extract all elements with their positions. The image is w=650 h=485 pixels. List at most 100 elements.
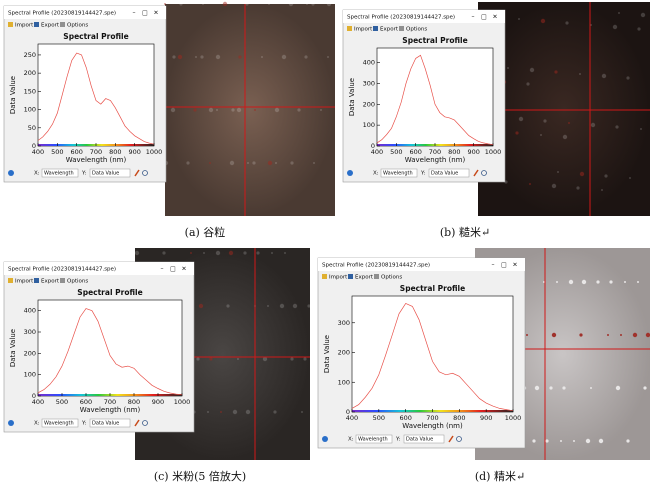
help-icon[interactable] (347, 170, 353, 176)
pen-icon[interactable] (473, 169, 479, 177)
x-tick-label: 400 (32, 148, 44, 156)
y-tick-label: 0 (32, 142, 36, 150)
x-tick-label: 400 (371, 148, 383, 156)
texture-speck (626, 439, 630, 443)
spectrum-line (351, 302, 514, 412)
x-selector[interactable] (380, 168, 418, 178)
x-selector[interactable] (41, 418, 79, 428)
y-selector-label: Y: (81, 421, 87, 427)
toolbar-icon (60, 278, 65, 283)
plot-area (37, 43, 155, 147)
chart-title: Spectral Profile (77, 288, 142, 297)
toolbar-button[interactable]: Import (15, 279, 34, 285)
toolbar-button[interactable]: Options (406, 27, 427, 33)
toolbar-button[interactable]: Import (15, 23, 34, 29)
texture-speck (532, 439, 536, 443)
toolbar-button[interactable]: Options (67, 23, 88, 29)
y-tick-label: 0 (32, 392, 36, 400)
toolbar-button[interactable]: Export (41, 279, 60, 285)
toolbar-button[interactable]: Import (354, 27, 373, 33)
texture-speck (620, 334, 622, 336)
texture-speck (327, 56, 329, 58)
x-tick-label: 600 (409, 148, 421, 156)
texture-speck (288, 1, 294, 7)
toolbar-button[interactable]: Export (41, 23, 60, 29)
texture-speck (216, 109, 218, 111)
toolbar-icon (60, 22, 65, 27)
y-selector[interactable] (428, 168, 470, 178)
window-button[interactable]: – (133, 10, 136, 17)
y-selector[interactable] (89, 168, 131, 178)
window-button[interactable]: – (161, 266, 164, 273)
window-button[interactable]: ✕ (181, 266, 186, 273)
chart-title: Spectral Profile (402, 36, 467, 45)
help-icon[interactable] (322, 436, 328, 442)
x-tick-label: 1000 (146, 148, 163, 156)
refresh-icon[interactable] (142, 420, 148, 426)
toolbar-button[interactable]: Import (329, 275, 348, 281)
texture-speck (551, 183, 557, 189)
texture-speck (193, 108, 197, 112)
y-selector[interactable] (403, 434, 445, 444)
texture-speck (590, 387, 592, 389)
y-axis-label: Data Value (9, 76, 17, 114)
x-selector[interactable] (355, 434, 393, 444)
texture-speck (640, 128, 642, 130)
help-icon[interactable] (8, 420, 14, 426)
texture-speck (237, 358, 239, 360)
x-tick-label: 500 (373, 414, 385, 422)
texture-speck (245, 409, 251, 415)
window-button[interactable]: – (492, 262, 495, 269)
pen-icon[interactable] (448, 435, 454, 443)
refresh-icon[interactable] (142, 170, 148, 176)
x-tick-label: 500 (390, 148, 402, 156)
y-tick-label: 100 (363, 121, 375, 129)
texture-speck (568, 122, 570, 124)
refresh-icon[interactable] (456, 436, 462, 442)
toolbar-button[interactable]: Export (355, 275, 374, 281)
texture-speck (215, 54, 221, 60)
y-selector-value: Data Value (431, 171, 458, 177)
refresh-icon[interactable] (481, 170, 487, 176)
window-button[interactable]: □ (142, 10, 148, 17)
pen-icon[interactable] (134, 169, 140, 177)
window-title: Spectral Profile (20230819144427.spe) (8, 11, 116, 17)
texture-speck (529, 183, 531, 185)
window-button[interactable]: – (472, 14, 475, 21)
y-selector[interactable] (89, 418, 131, 428)
texture-speck (565, 21, 569, 25)
help-icon[interactable] (8, 170, 14, 176)
window-button[interactable]: □ (170, 266, 176, 273)
texture-speck (540, 18, 546, 24)
y-tick-label: 400 (363, 59, 375, 67)
toolbar-button[interactable]: Options (67, 279, 88, 285)
texture-speck (177, 54, 183, 60)
window-button[interactable]: ✕ (153, 10, 158, 17)
texture-speck (267, 305, 269, 307)
x-tick-label: 1000 (505, 414, 522, 422)
window-title: Spectral Profile (20230819144427.spe) (347, 15, 455, 21)
texture-speck (275, 162, 277, 164)
toolbar-button[interactable]: Export (380, 27, 399, 33)
texture-speck (162, 251, 166, 255)
texture-speck (243, 251, 247, 255)
window-button[interactable]: □ (501, 262, 507, 269)
x-tick-label: 900 (480, 414, 492, 422)
x-selector[interactable] (41, 168, 79, 178)
window-button[interactable]: ✕ (512, 262, 517, 269)
texture-speck (220, 411, 222, 413)
texture-speck (579, 73, 581, 75)
texture-speck (326, 1, 332, 7)
texture-speck (190, 252, 192, 254)
x-selector-value: Wavelength (383, 171, 413, 177)
panel: Spectral Profile (20230819144427.spe) – □ ✕… (3, 1, 335, 239)
pen-icon[interactable] (134, 419, 140, 427)
texture-speck (297, 108, 301, 112)
toolbar-button[interactable]: Options (381, 275, 402, 281)
window-button[interactable]: ✕ (492, 14, 497, 21)
window-button[interactable]: □ (481, 14, 487, 21)
y-selector-label: Y: (395, 437, 401, 443)
texture-speck (290, 357, 294, 361)
x-selector-label: X: (34, 171, 40, 177)
